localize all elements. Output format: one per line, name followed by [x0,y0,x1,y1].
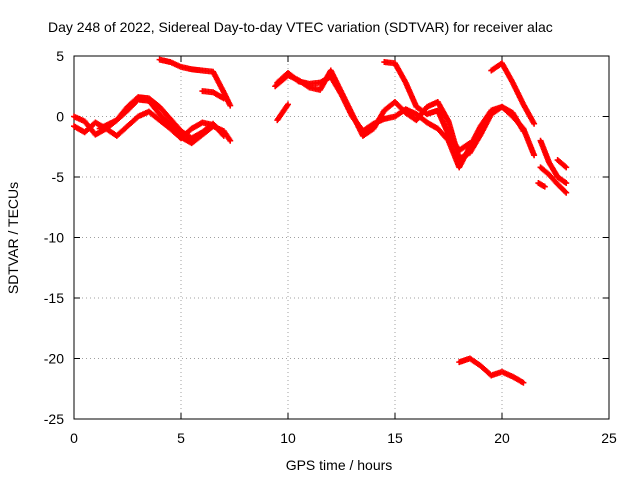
x-tick-label: 15 [387,430,403,446]
y-tick-label: -25 [44,411,64,427]
series-arc-12 [537,164,570,196]
y-tick-label: 0 [56,109,64,125]
data-point [531,152,538,159]
data-marks [71,56,570,386]
y-tick-label: -10 [44,230,64,246]
y-axis-label: SDTVAR / TECUs [5,182,21,294]
data-point [220,95,227,102]
data-point [563,180,570,187]
series-arc-11 [537,137,570,187]
y-tick-label: -5 [52,169,65,185]
series-arc-10 [488,60,538,127]
data-point [531,120,538,127]
x-axis-label: GPS time / hours [286,457,393,473]
series-arc-15 [456,355,527,386]
chart-title: Day 248 of 2022, Sidereal Day-to-day VTE… [48,19,553,35]
series-arc-4 [156,56,234,109]
y-tick-label: 5 [56,48,64,64]
data-point [520,379,527,386]
data-point [285,101,291,108]
series-arc-5 [199,88,227,102]
data-point [220,132,227,139]
data-point [227,137,234,144]
data-point [227,102,234,109]
x-tick-label: 25 [601,430,617,446]
data-point [563,164,570,171]
x-tick-label: 20 [494,430,510,446]
series-arc-2 [71,108,227,142]
data-point [541,183,548,190]
series-arc-3 [96,94,227,142]
data-point [563,189,570,196]
x-tick-label: 0 [70,430,78,446]
y-tick-label: -20 [44,351,64,367]
series-arc-13 [554,157,570,171]
series-arc-8 [274,69,538,171]
x-tick-label: 10 [280,430,296,446]
y-tick-label: -15 [44,290,64,306]
data-point [562,188,569,195]
x-tick-label: 5 [177,430,185,446]
series-arc-14 [535,180,548,190]
series-arc-6 [274,101,291,124]
axis-ticks: 0 5 10 15 20 25 5 0 -5 -10 -15 -20 -25 [44,48,617,446]
data-point [466,140,473,147]
series-arc-9 [381,59,473,154]
